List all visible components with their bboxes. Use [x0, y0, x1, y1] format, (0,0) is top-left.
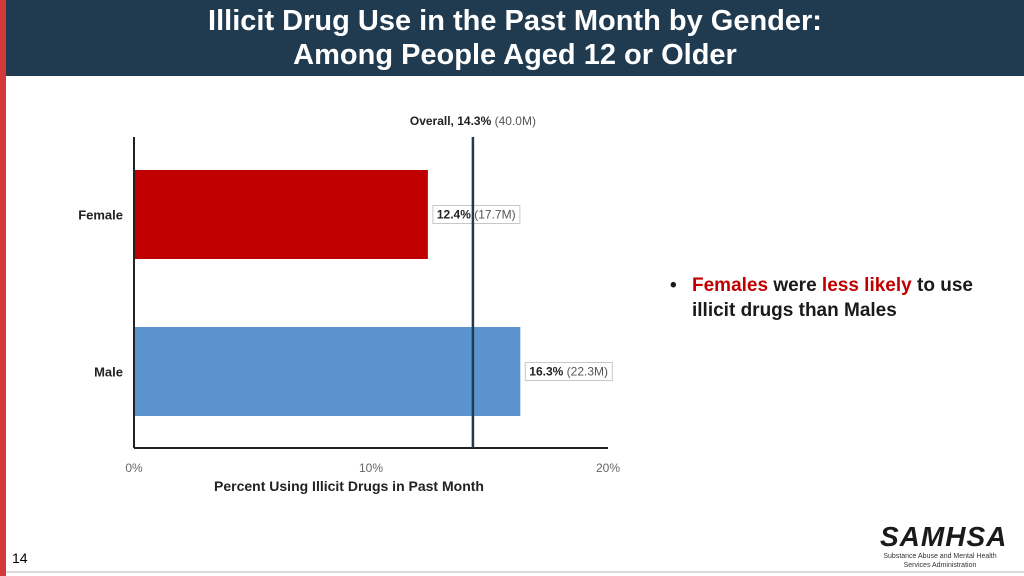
- x-axis-title: Percent Using Illicit Drugs in Past Mont…: [214, 478, 484, 494]
- data-label-male: 16.3% (22.3M): [529, 365, 608, 379]
- bullet-rest: to use illicit drugs than Males: [692, 275, 973, 321]
- page-title-line2: Among People Aged 12 or Older: [293, 39, 737, 71]
- logo-wordmark: SAMHSA: [880, 521, 1008, 552]
- bar-female: [134, 170, 428, 259]
- logo-subtitle-line2: Services Administration: [903, 562, 977, 569]
- data-label-box-male: [524, 362, 613, 381]
- bullet-text: Females were less likely to use illicit …: [692, 273, 1000, 323]
- bar-male: [134, 327, 521, 416]
- footer-divider: [6, 571, 1024, 573]
- bullet-dot: •: [670, 275, 677, 296]
- logo-subtitle-line1: Substance Abuse and Mental Health: [883, 553, 997, 560]
- bullet-point: • Females were less likely to use illici…: [670, 273, 1000, 323]
- x-tick-label-0: 0%: [125, 461, 143, 475]
- bullet-were: were: [768, 275, 822, 296]
- title-banner: Illicit Drug Use in the Past Month by Ge…: [6, 0, 1024, 76]
- bullet-females: Females: [692, 275, 769, 296]
- data-label-box-female: [432, 205, 521, 224]
- x-tick-label-10: 10%: [359, 461, 383, 475]
- category-label-male: Male: [94, 365, 123, 380]
- overall-reference-label: Overall, 14.3% (40.0M): [410, 114, 536, 128]
- samhsa-logo: SAMHSA Substance Abuse and Mental Health…: [880, 521, 1008, 570]
- left-accent-bar: [0, 0, 6, 576]
- page-title-line1: Illicit Drug Use in the Past Month by Ge…: [208, 5, 822, 37]
- page-number: 14: [12, 550, 28, 566]
- category-label-female: Female: [78, 208, 123, 223]
- x-tick-label-20: 20%: [596, 461, 620, 475]
- data-label-female: 12.4% (17.7M): [437, 208, 516, 222]
- bullet-less-likely: less likely: [821, 275, 912, 296]
